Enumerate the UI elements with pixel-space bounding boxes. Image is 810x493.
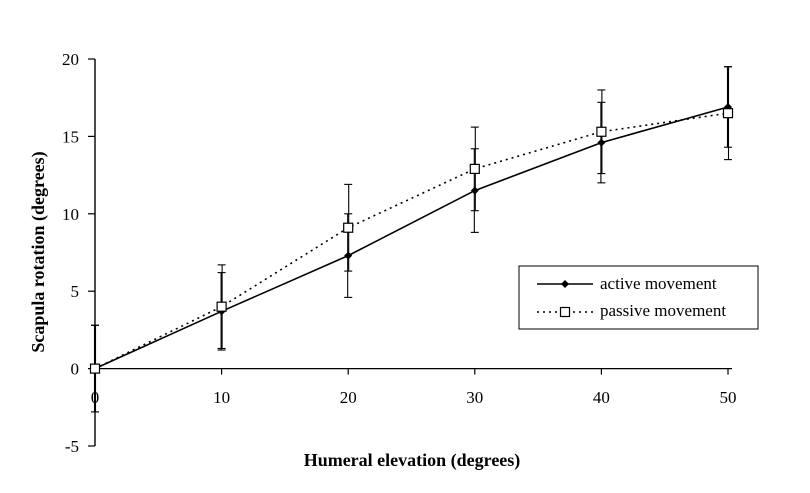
axes <box>88 58 732 447</box>
y-tick-label: -5 <box>65 437 79 456</box>
data-point-active <box>597 138 606 147</box>
series-lines <box>94 106 729 370</box>
legend-active-marker <box>561 280 569 288</box>
error-bars <box>91 66 732 413</box>
x-tick-label: 10 <box>213 388 230 407</box>
y-tick-label: 5 <box>71 282 80 301</box>
data-point-active <box>470 186 479 195</box>
x-tick-label: 30 <box>466 388 483 407</box>
y-tick-label: 10 <box>62 205 79 224</box>
legend: active movement passive movement <box>518 265 759 330</box>
series-line-active <box>94 106 729 370</box>
y-axis-title: Scapula rotation (degrees) <box>28 151 49 352</box>
data-point-active <box>344 251 353 260</box>
data-point-passive <box>596 126 607 137</box>
x-tick-label: 50 <box>720 388 737 407</box>
legend-active-label: active movement <box>600 274 717 293</box>
data-markers <box>89 102 734 374</box>
x-tick-label: 0 <box>91 388 100 407</box>
data-point-passive <box>722 108 734 119</box>
data-point-passive <box>469 163 480 175</box>
data-point-passive <box>343 222 354 233</box>
y-tick-label: 15 <box>62 127 79 146</box>
series-line-passive <box>94 112 729 370</box>
x-axis-title: Humeral elevation (degrees) <box>304 450 521 471</box>
y-tick-label: 20 <box>62 50 79 69</box>
x-tick-label: 20 <box>340 388 357 407</box>
x-tick-label: 40 <box>593 388 610 407</box>
data-point-passive <box>89 363 101 374</box>
data-point-passive <box>216 301 227 312</box>
legend-passive-marker <box>559 306 571 318</box>
y-tick-label: 0 <box>71 360 80 379</box>
legend-passive-label: passive movement <box>600 301 726 320</box>
legend-box <box>518 265 759 330</box>
